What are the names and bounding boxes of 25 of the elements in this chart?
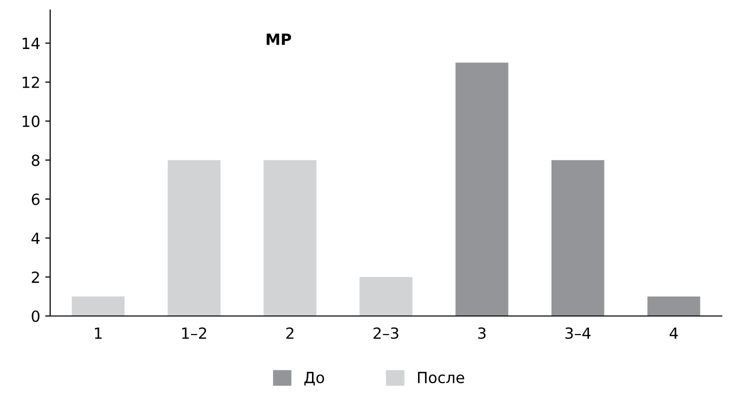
bar: [647, 296, 700, 316]
x-tick-label: 1: [94, 328, 102, 339]
bar: [168, 160, 220, 316]
bar: [551, 160, 604, 316]
x-tick-label: 3: [478, 327, 486, 339]
y-tick-label: 10: [22, 116, 40, 128]
bar: [456, 62, 508, 316]
bar: [264, 160, 316, 316]
y-tick-label: 14: [22, 38, 40, 49]
bar: [360, 277, 412, 316]
y-tick-label: 12: [22, 76, 39, 88]
x-tick-label: 2–3: [374, 327, 398, 339]
y-tick-label: 2: [32, 271, 39, 283]
y-tick-label: 0: [32, 310, 40, 322]
y-tick-label: 4: [31, 232, 40, 244]
y-tick-label: 6: [32, 194, 40, 206]
x-tick-label: 1–2: [182, 327, 206, 339]
bar: [72, 296, 125, 316]
legend-label: До: [304, 372, 324, 386]
text: MP: [266, 34, 292, 45]
x-tick-label: 4: [670, 328, 678, 339]
legend-label: После: [418, 372, 464, 384]
x-tick-label: 3–4: [565, 327, 591, 339]
x-tick-label: 2: [286, 327, 294, 339]
y-tick-label: 8: [32, 154, 40, 166]
